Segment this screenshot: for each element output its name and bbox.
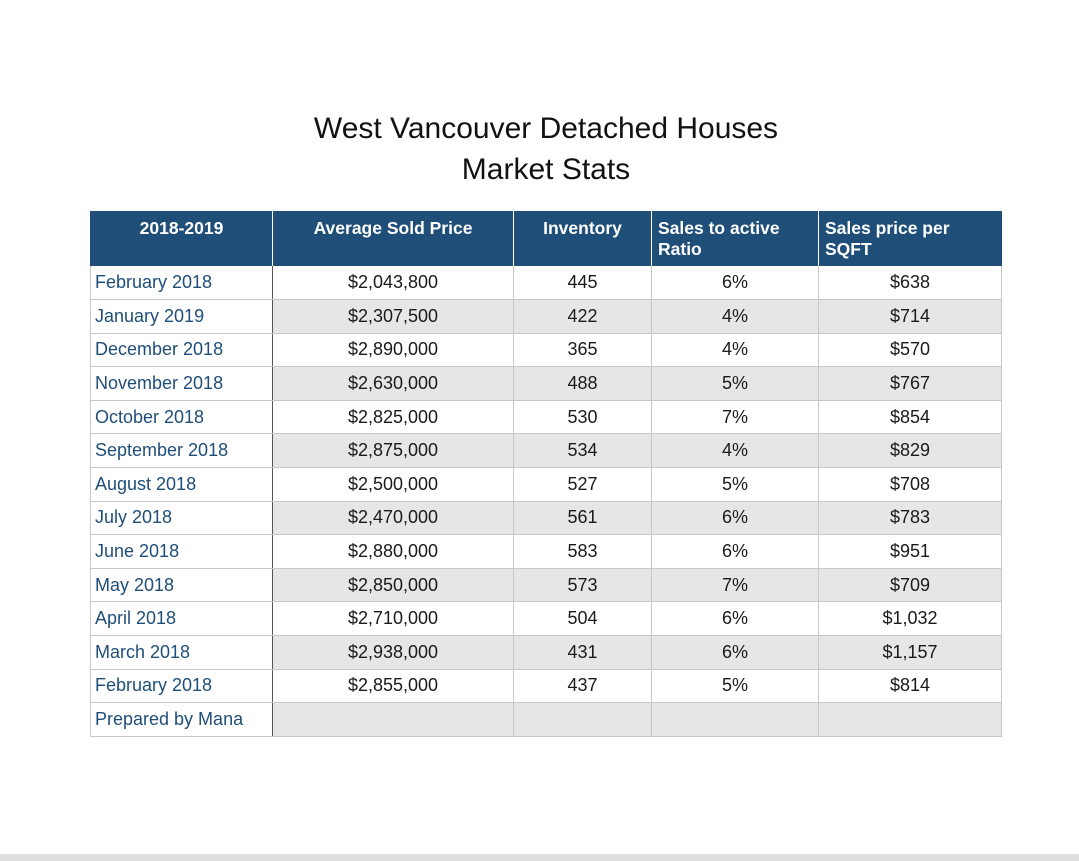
price-per-sqft-cell: $570 (818, 333, 1002, 368)
price-per-sqft-cell: $854 (818, 400, 1002, 435)
inventory-cell: 422 (513, 299, 652, 334)
sales-ratio-cell: 4% (651, 333, 819, 368)
header-sales-price-per-sqft: Sales price per SQFT (818, 211, 1002, 266)
table-row: May 2018 $2,850,000 573 7% $709 (90, 568, 1002, 603)
inventory-cell: 504 (513, 601, 652, 637)
price-per-sqft-cell: $783 (818, 501, 1002, 536)
page-bottom-edge (0, 854, 1079, 861)
table-row: July 2018 $2,470,000 561 6% $783 (90, 501, 1002, 536)
sales-ratio-cell: 7% (651, 400, 819, 435)
average-sold-price-cell: $2,043,800 (272, 266, 514, 301)
title-line-1: West Vancouver Detached Houses (313, 112, 779, 145)
inventory-cell (513, 702, 652, 737)
price-per-sqft-cell: $709 (818, 568, 1002, 603)
month-cell: February 2018 (90, 669, 273, 704)
price-per-sqft-cell: $829 (818, 433, 1002, 469)
table-row: November 2018 $2,630,000 488 5% $767 (90, 366, 1002, 401)
average-sold-price-cell: $2,850,000 (272, 568, 514, 603)
average-sold-price-cell: $2,825,000 (272, 400, 514, 435)
month-cell: September 2018 (90, 433, 273, 469)
inventory-cell: 445 (513, 266, 652, 301)
sales-ratio-cell (651, 702, 819, 737)
table-row: Prepared by Mana (90, 702, 1002, 737)
sales-ratio-cell: 6% (651, 601, 819, 637)
inventory-cell: 534 (513, 433, 652, 469)
average-sold-price-cell: $2,630,000 (272, 366, 514, 401)
title-line-2: Market Stats (461, 153, 631, 186)
inventory-cell: 527 (513, 467, 652, 502)
average-sold-price-cell (272, 702, 514, 737)
sales-ratio-cell: 6% (651, 266, 819, 301)
month-cell: March 2018 (90, 635, 273, 670)
price-per-sqft-cell: $638 (818, 266, 1002, 301)
price-per-sqft-cell: $767 (818, 366, 1002, 401)
market-stats-table: 2018-2019 Average Sold Price Inventory S… (90, 211, 1002, 737)
sales-ratio-cell: 6% (651, 501, 819, 536)
sales-ratio-cell: 7% (651, 568, 819, 603)
month-cell: October 2018 (90, 400, 273, 435)
table-row: February 2018 $2,855,000 437 5% $814 (90, 669, 1002, 704)
inventory-cell: 573 (513, 568, 652, 603)
header-average-sold-price: Average Sold Price (272, 211, 514, 266)
average-sold-price-cell: $2,500,000 (272, 467, 514, 502)
price-per-sqft-cell: $951 (818, 534, 1002, 569)
month-cell: July 2018 (90, 501, 273, 536)
month-cell: April 2018 (90, 601, 273, 637)
price-per-sqft-cell: $708 (818, 467, 1002, 502)
table-row: January 2019 $2,307,500 422 4% $714 (90, 299, 1002, 334)
table-row: February 2018 $2,043,800 445 6% $638 (90, 266, 1002, 301)
table-row: June 2018 $2,880,000 583 6% $951 (90, 534, 1002, 569)
month-cell: January 2019 (90, 299, 273, 334)
price-per-sqft-cell: $1,032 (818, 601, 1002, 637)
table-row: August 2018 $2,500,000 527 5% $708 (90, 467, 1002, 502)
sales-ratio-cell: 6% (651, 534, 819, 569)
table-row: April 2018 $2,710,000 504 6% $1,032 (90, 601, 1002, 637)
sales-ratio-cell: 6% (651, 635, 819, 670)
average-sold-price-cell: $2,880,000 (272, 534, 514, 569)
sales-ratio-cell: 5% (651, 467, 819, 502)
month-cell: November 2018 (90, 366, 273, 401)
price-per-sqft-cell: $814 (818, 669, 1002, 704)
month-cell: February 2018 (90, 266, 273, 301)
inventory-cell: 431 (513, 635, 652, 670)
sales-ratio-cell: 4% (651, 299, 819, 334)
page-title: West Vancouver Detached Houses Market St… (0, 108, 1079, 190)
inventory-cell: 437 (513, 669, 652, 704)
table-row: December 2018 $2,890,000 365 4% $570 (90, 333, 1002, 368)
average-sold-price-cell: $2,875,000 (272, 433, 514, 469)
month-cell: June 2018 (90, 534, 273, 569)
average-sold-price-cell: $2,470,000 (272, 501, 514, 536)
inventory-cell: 561 (513, 501, 652, 536)
month-cell: Prepared by Mana (90, 702, 273, 737)
month-cell: December 2018 (90, 333, 273, 368)
average-sold-price-cell: $2,855,000 (272, 669, 514, 704)
sales-ratio-cell: 4% (651, 433, 819, 469)
month-cell: May 2018 (90, 568, 273, 603)
month-cell: August 2018 (90, 467, 273, 502)
average-sold-price-cell: $2,710,000 (272, 601, 514, 637)
price-per-sqft-cell (818, 702, 1002, 737)
table-row: September 2018 $2,875,000 534 4% $829 (90, 433, 1002, 469)
inventory-cell: 530 (513, 400, 652, 435)
inventory-cell: 365 (513, 333, 652, 368)
table-row: October 2018 $2,825,000 530 7% $854 (90, 400, 1002, 435)
table-row: March 2018 $2,938,000 431 6% $1,157 (90, 635, 1002, 670)
inventory-cell: 583 (513, 534, 652, 569)
header-period: 2018-2019 (90, 211, 273, 266)
average-sold-price-cell: $2,938,000 (272, 635, 514, 670)
average-sold-price-cell: $2,890,000 (272, 333, 514, 368)
inventory-cell: 488 (513, 366, 652, 401)
sales-ratio-cell: 5% (651, 669, 819, 704)
header-sales-to-active-ratio: Sales to active Ratio (651, 211, 819, 266)
header-inventory: Inventory (513, 211, 652, 266)
average-sold-price-cell: $2,307,500 (272, 299, 514, 334)
price-per-sqft-cell: $714 (818, 299, 1002, 334)
table-body: February 2018 $2,043,800 445 6% $638 January … (90, 266, 1002, 737)
sales-ratio-cell: 5% (651, 366, 819, 401)
price-per-sqft-cell: $1,157 (818, 635, 1002, 670)
header-row: 2018-2019 Average Sold Price Inventory S… (90, 211, 1002, 266)
